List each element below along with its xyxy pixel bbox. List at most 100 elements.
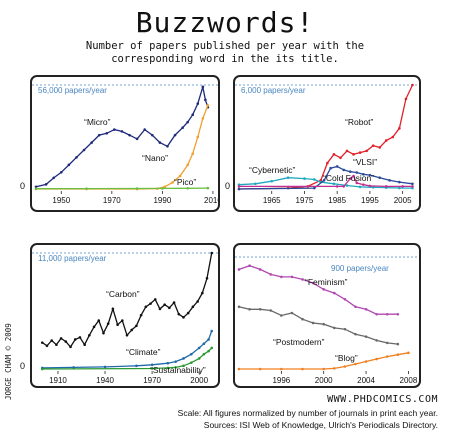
data-point	[144, 305, 148, 309]
data-point	[355, 181, 359, 185]
series-label-cybernetic: “Cybernetic”	[249, 165, 295, 175]
data-point	[196, 135, 200, 139]
data-point	[375, 357, 378, 361]
data-point	[358, 185, 362, 189]
data-point	[364, 360, 368, 363]
series-label-robot: “Robot”	[345, 117, 374, 127]
data-point	[40, 367, 44, 371]
data-point	[186, 120, 189, 124]
website-link[interactable]: WWW.PHDCOMICS.COM	[327, 394, 438, 405]
data-point	[339, 156, 342, 160]
data-point	[90, 141, 93, 144]
data-point	[120, 319, 124, 322]
data-point	[135, 364, 138, 368]
series-cybernetic: “Cybernetic”	[237, 165, 414, 190]
series-label-cold-fusion: “Cold Fusion”	[323, 173, 374, 183]
data-point	[378, 146, 382, 149]
data-point	[186, 311, 190, 315]
series-postmodern: “Postmodern”	[237, 305, 400, 347]
data-point	[163, 303, 166, 306]
x-tick-label: 1970	[143, 376, 161, 385]
x-tick-label: 2004	[357, 376, 375, 385]
data-point	[116, 323, 119, 327]
data-point	[72, 366, 75, 369]
data-point	[204, 98, 207, 102]
data-point	[375, 312, 378, 316]
series-line-vlsi	[238, 165, 413, 190]
data-point	[186, 186, 189, 190]
x-tick-label: 1990	[153, 196, 171, 205]
data-point	[135, 187, 139, 190]
data-point	[371, 144, 375, 147]
max-value-label: 900 papers/year	[331, 264, 389, 273]
data-point	[378, 176, 382, 180]
x-tick-label: 2005	[394, 196, 412, 205]
data-point	[411, 83, 414, 87]
series-line-postmodern	[238, 306, 398, 345]
author-signature: JORGE CHAM © 2009	[4, 323, 13, 400]
data-point	[105, 131, 109, 135]
data-point	[407, 351, 410, 355]
data-point	[34, 185, 38, 189]
data-point	[352, 153, 355, 156]
x-tick-label: 2000	[315, 376, 333, 385]
series-carbon: “Carbon”	[40, 251, 214, 349]
series-label-sustainability: “Sustainability”	[150, 365, 206, 375]
data-point	[345, 184, 349, 187]
series-vlsi: “VLSI”	[237, 157, 414, 191]
data-point	[172, 301, 176, 304]
zero-label: 0	[20, 361, 26, 371]
data-point	[45, 344, 49, 348]
data-point	[103, 365, 107, 369]
data-point	[364, 335, 368, 338]
data-point	[201, 85, 205, 89]
data-point	[385, 341, 389, 345]
series-blog: “Blog”	[237, 351, 410, 371]
data-point	[97, 319, 101, 322]
data-point	[301, 317, 304, 321]
data-point	[270, 179, 274, 183]
data-point	[201, 291, 204, 295]
data-point	[388, 179, 391, 182]
data-point	[158, 141, 162, 144]
data-point	[210, 329, 214, 333]
data-point	[385, 355, 389, 358]
data-point	[161, 187, 164, 190]
series-pico: “Pico”	[34, 177, 210, 191]
data-point	[398, 127, 401, 130]
data-point	[150, 367, 154, 370]
series-line-sustainability	[42, 347, 213, 370]
data-point	[332, 326, 336, 330]
data-point	[174, 360, 177, 363]
series-label-blog: “Blog”	[335, 353, 358, 363]
data-point	[75, 156, 78, 159]
series-line-carbon	[41, 252, 213, 348]
data-point	[343, 327, 347, 331]
data-point	[348, 177, 352, 180]
data-point	[40, 341, 44, 344]
data-point	[248, 264, 251, 268]
data-point	[362, 183, 365, 186]
max-value-label: 56,000 papers/year	[38, 86, 107, 95]
data-point	[398, 186, 401, 190]
data-point	[85, 187, 88, 190]
data-point	[396, 342, 400, 346]
chart-panel-robot-vlsi: 6,000 papers/year “Robot” “Cybernetic” “VLS…	[233, 75, 421, 212]
x-tick-label: 2010	[204, 196, 218, 205]
series-label-nano: “Nano”	[142, 153, 168, 163]
data-point	[248, 307, 251, 311]
data-point	[237, 305, 241, 309]
data-point	[258, 367, 262, 371]
series-line-micro	[35, 86, 209, 188]
series-label-micro: “Micro”	[84, 117, 111, 127]
data-point	[135, 137, 139, 141]
data-point	[92, 325, 96, 329]
data-point	[375, 339, 378, 342]
data-point	[202, 352, 206, 356]
data-point	[401, 185, 404, 188]
data-point	[182, 357, 185, 360]
data-point	[44, 183, 48, 186]
data-point	[343, 298, 347, 301]
x-tick-label: 1995	[361, 196, 379, 205]
data-point	[206, 186, 210, 190]
